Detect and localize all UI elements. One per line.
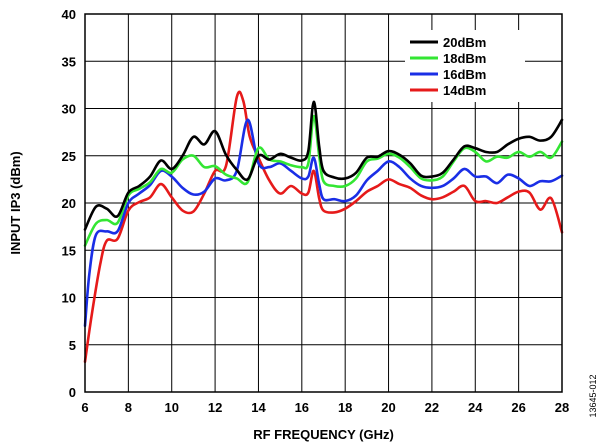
series-line-16dBm xyxy=(85,120,562,326)
x-tick-label: 6 xyxy=(81,400,88,415)
legend-label-16dBm: 16dBm xyxy=(443,67,486,82)
x-tick-label: 16 xyxy=(295,400,309,415)
y-tick-label: 0 xyxy=(69,385,76,400)
series-lines xyxy=(85,92,562,362)
x-tick-label: 28 xyxy=(555,400,569,415)
y-tick-label: 25 xyxy=(62,149,76,164)
x-tick-label: 12 xyxy=(208,400,222,415)
x-tick-label: 18 xyxy=(338,400,352,415)
y-tick-label: 35 xyxy=(62,54,76,69)
x-tick-label: 24 xyxy=(468,400,483,415)
legend-label-14dBm: 14dBm xyxy=(443,83,486,98)
x-tick-label: 22 xyxy=(425,400,439,415)
y-tick-labels: 0 5 10 15 20 25 30 35 40 xyxy=(62,7,76,400)
y-tick-label: 10 xyxy=(62,291,76,306)
x-tick-label: 10 xyxy=(164,400,178,415)
y-tick-label: 30 xyxy=(62,102,76,117)
x-axis-label: RF FREQUENCY (GHz) xyxy=(253,427,394,442)
series-line-14dBm xyxy=(85,92,562,362)
x-tick-label: 26 xyxy=(511,400,525,415)
y-tick-label: 20 xyxy=(62,196,76,211)
legend-label-20dBm: 20dBm xyxy=(443,35,486,50)
x-tick-label: 20 xyxy=(381,400,395,415)
figure-code: 13645-012 xyxy=(588,374,598,417)
y-axis-label: INPUT IP3 (dBm) xyxy=(8,151,23,254)
x-tick-label: 8 xyxy=(125,400,132,415)
x-tick-labels: 6 8 10 12 14 16 18 20 22 24 26 28 xyxy=(81,400,569,415)
y-tick-label: 5 xyxy=(69,338,76,353)
legend-label-18dBm: 18dBm xyxy=(443,51,486,66)
y-tick-label: 40 xyxy=(62,7,76,22)
x-tick-label: 14 xyxy=(251,400,266,415)
y-tick-label: 15 xyxy=(62,243,76,258)
